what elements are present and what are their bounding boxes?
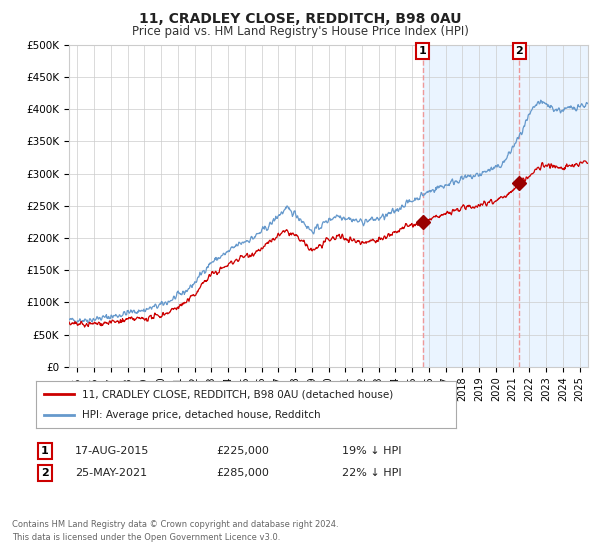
Bar [422,45,600,367]
Text: 2: 2 [41,468,49,478]
Text: 19% ↓ HPI: 19% ↓ HPI [342,446,401,456]
Text: Contains HM Land Registry data © Crown copyright and database right 2024.: Contains HM Land Registry data © Crown c… [12,520,338,529]
Text: £225,000: £225,000 [216,446,269,456]
Text: 2: 2 [515,46,523,56]
Text: Price paid vs. HM Land Registry's House Price Index (HPI): Price paid vs. HM Land Registry's House … [131,25,469,38]
Text: 25-MAY-2021: 25-MAY-2021 [75,468,147,478]
Text: This data is licensed under the Open Government Licence v3.0.: This data is licensed under the Open Gov… [12,533,280,542]
Text: 22% ↓ HPI: 22% ↓ HPI [342,468,401,478]
Text: 1: 1 [41,446,49,456]
Text: HPI: Average price, detached house, Redditch: HPI: Average price, detached house, Redd… [82,410,321,420]
Text: £285,000: £285,000 [216,468,269,478]
Text: 1: 1 [419,46,427,56]
Text: 11, CRADLEY CLOSE, REDDITCH, B98 0AU: 11, CRADLEY CLOSE, REDDITCH, B98 0AU [139,12,461,26]
Text: 11, CRADLEY CLOSE, REDDITCH, B98 0AU (detached house): 11, CRADLEY CLOSE, REDDITCH, B98 0AU (de… [82,389,394,399]
Text: 17-AUG-2015: 17-AUG-2015 [75,446,149,456]
